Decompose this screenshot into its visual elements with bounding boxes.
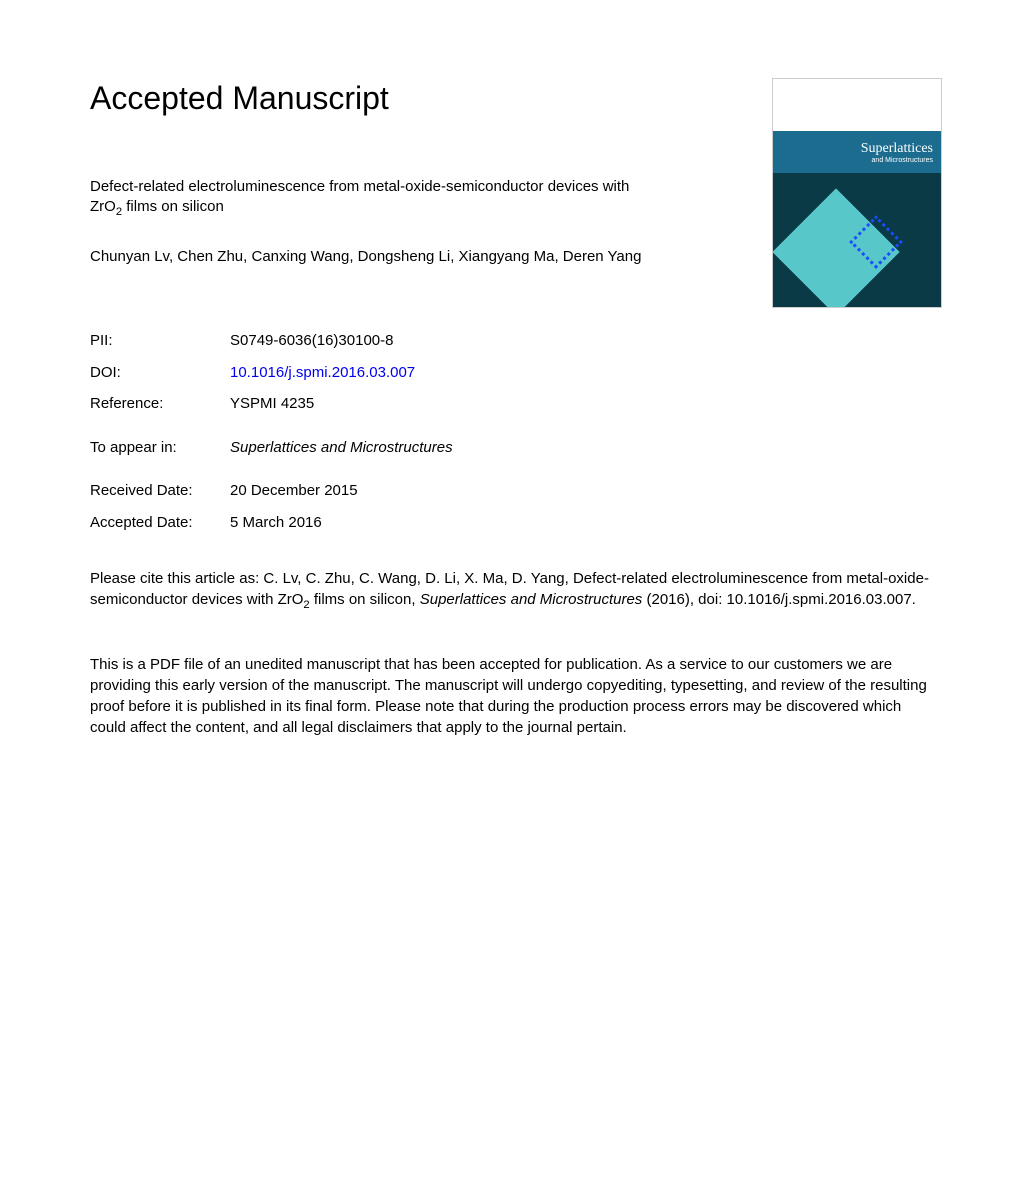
article-title-line2-post: films on silicon bbox=[122, 198, 224, 215]
received-label: Received Date: bbox=[90, 475, 230, 507]
meta-row-appear: To appear in: Superlattices and Microstr… bbox=[90, 432, 930, 464]
disclaimer-text: This is a PDF file of an unedited manusc… bbox=[90, 654, 930, 738]
appear-label: To appear in: bbox=[90, 432, 230, 464]
article-title-line1: Defect-related electroluminescence from … bbox=[90, 178, 629, 195]
appear-value: Superlattices and Microstructures bbox=[230, 432, 930, 464]
meta-row-accepted: Accepted Date: 5 March 2016 bbox=[90, 507, 930, 539]
pii-value: S0749-6036(16)30100-8 bbox=[230, 325, 930, 357]
article-title-line2-pre: ZrO bbox=[90, 198, 116, 215]
cover-title-bar: Superlattices and Microstructures bbox=[773, 131, 941, 173]
citation-mid: films on silicon, bbox=[310, 591, 420, 608]
meta-row-reference: Reference: YSPMI 4235 bbox=[90, 388, 930, 420]
doi-label: DOI: bbox=[90, 357, 230, 389]
accepted-label: Accepted Date: bbox=[90, 507, 230, 539]
metadata-table: PII: S0749-6036(16)30100-8 DOI: 10.1016/… bbox=[90, 325, 930, 538]
meta-row-pii: PII: S0749-6036(16)30100-8 bbox=[90, 325, 930, 357]
meta-row-received: Received Date: 20 December 2015 bbox=[90, 475, 930, 507]
citation-post: (2016), doi: 10.1016/j.spmi.2016.03.007. bbox=[642, 591, 916, 608]
received-value: 20 December 2015 bbox=[230, 475, 930, 507]
cover-graphic bbox=[773, 173, 941, 307]
reference-value: YSPMI 4235 bbox=[230, 388, 930, 420]
accepted-value: 5 March 2016 bbox=[230, 507, 930, 539]
meta-row-doi: DOI: 10.1016/j.spmi.2016.03.007 bbox=[90, 357, 930, 389]
cover-journal-name: Superlattices bbox=[861, 141, 933, 157]
citation-journal: Superlattices and Microstructures bbox=[420, 591, 643, 608]
journal-cover-thumbnail: Superlattices and Microstructures bbox=[772, 78, 942, 308]
doi-link[interactable]: 10.1016/j.spmi.2016.03.007 bbox=[230, 357, 930, 389]
cover-top bbox=[773, 79, 941, 131]
citation-text: Please cite this article as: C. Lv, C. Z… bbox=[90, 568, 930, 614]
cover-journal-sub: and Microstructures bbox=[872, 157, 933, 164]
pii-label: PII: bbox=[90, 325, 230, 357]
article-title: Defect-related electroluminescence from … bbox=[90, 177, 710, 220]
reference-label: Reference: bbox=[90, 388, 230, 420]
